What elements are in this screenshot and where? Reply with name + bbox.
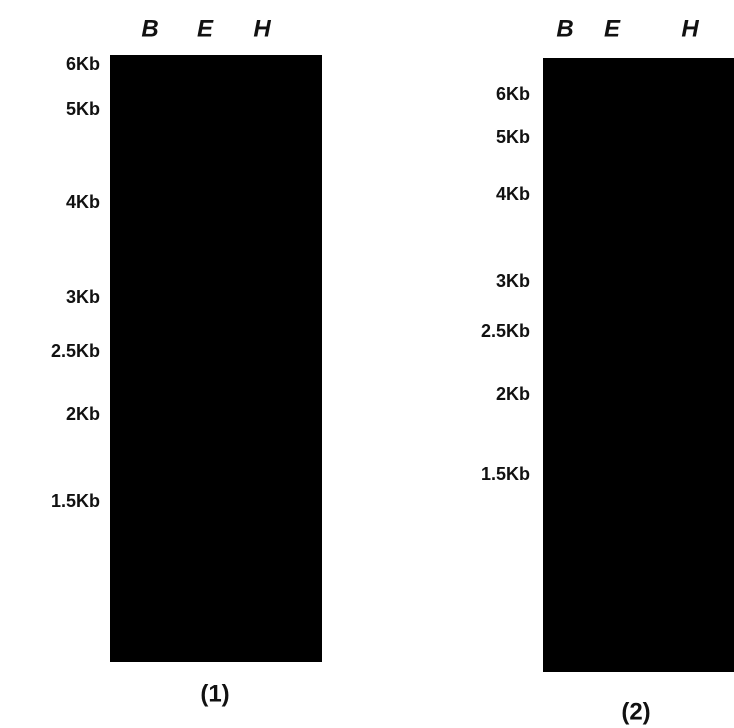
lane-label: E (197, 15, 214, 42)
size-marker: 2.5Kb (51, 341, 100, 361)
size-marker: 5Kb (66, 99, 100, 119)
lane-label: B (141, 15, 158, 42)
lane-label: H (253, 15, 271, 42)
lane-label: E (604, 15, 621, 42)
lane-label: H (681, 15, 699, 42)
size-marker: 4Kb (496, 184, 530, 204)
size-marker: 2Kb (66, 404, 100, 424)
size-marker: 3Kb (496, 271, 530, 291)
size-marker: 5Kb (496, 127, 530, 147)
size-marker: 1.5Kb (481, 464, 530, 484)
figure: B E H 6Kb 5Kb 4Kb 3Kb 2.5Kb 2Kb 1.5Kb (1) B E H 6Kb 5Kb… (0, 0, 734, 728)
blot-1 (110, 55, 322, 662)
size-marker: 6Kb (496, 84, 530, 104)
size-marker: 4Kb (66, 192, 100, 212)
size-marker: 2.5Kb (481, 321, 530, 341)
panel-caption: (1) (200, 680, 229, 707)
size-marker: 6Kb (66, 54, 100, 74)
blot-2 (543, 58, 734, 672)
size-marker: 3Kb (66, 287, 100, 307)
size-marker: 2Kb (496, 384, 530, 404)
size-marker: 1.5Kb (51, 491, 100, 511)
panel-caption: (2) (621, 698, 650, 725)
lane-label: B (556, 15, 573, 42)
